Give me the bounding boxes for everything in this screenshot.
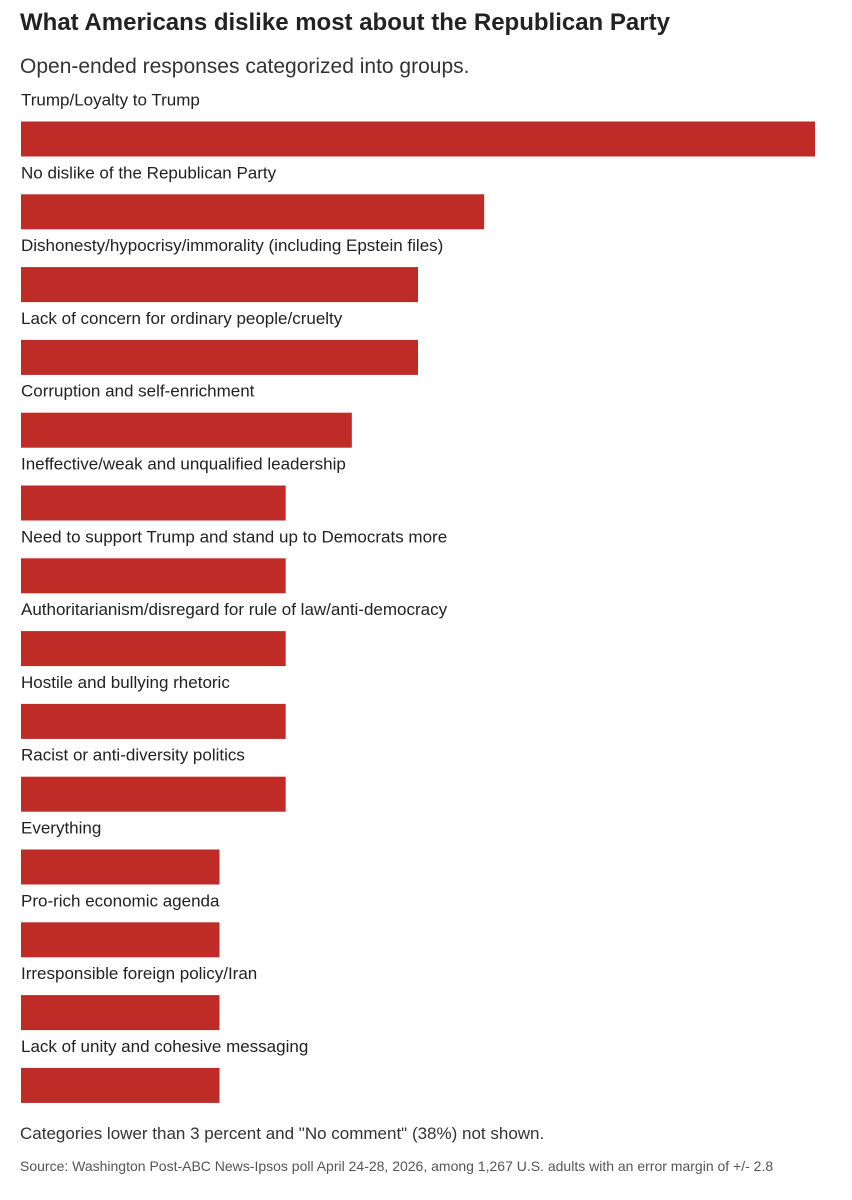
category-label: Need to support Trump and stand up to De… [21,527,447,546]
category-label: Trump/Loyalty to Trump [21,91,200,110]
category-label: Lack of concern for ordinary people/crue… [21,309,343,328]
bar [21,995,220,1031]
category-label: Racist or anti-diversity politics [21,746,245,765]
category-label: Dishonesty/hypocrisy/immorality (includi… [21,236,443,255]
category-label: Irresponsible foreign policy/Iran [21,964,257,983]
bar [21,412,352,448]
footnote: Categories lower than 3 percent and "No … [20,1124,545,1143]
category-label: Everything [21,819,101,838]
bar [21,776,286,812]
source-note: Source: Washington Post-ABC News-Ipsos p… [20,1158,774,1174]
category-label: Ineffective/weak and unqualified leaders… [21,455,346,474]
chart-title: What Americans dislike most about the Re… [20,9,670,36]
bar [21,1067,220,1103]
bar [21,339,418,375]
category-label: No dislike of the Republican Party [21,163,277,182]
bar [21,121,815,157]
category-label: Pro-rich economic agenda [21,891,220,910]
chart-subtitle: Open-ended responses categorized into gr… [20,55,470,78]
bar [21,485,286,521]
bar [21,194,485,230]
bar [21,922,220,958]
category-label: Hostile and bullying rhetoric [21,673,230,692]
category-label: Lack of unity and cohesive messaging [21,1037,308,1056]
bar [21,558,286,594]
category-label: Authoritarianism/disregard for rule of l… [21,600,448,619]
bar [21,703,286,739]
category-label: Corruption and self-enrichment [21,382,255,401]
bar [21,267,418,303]
bar [21,849,220,885]
bar [21,631,286,667]
